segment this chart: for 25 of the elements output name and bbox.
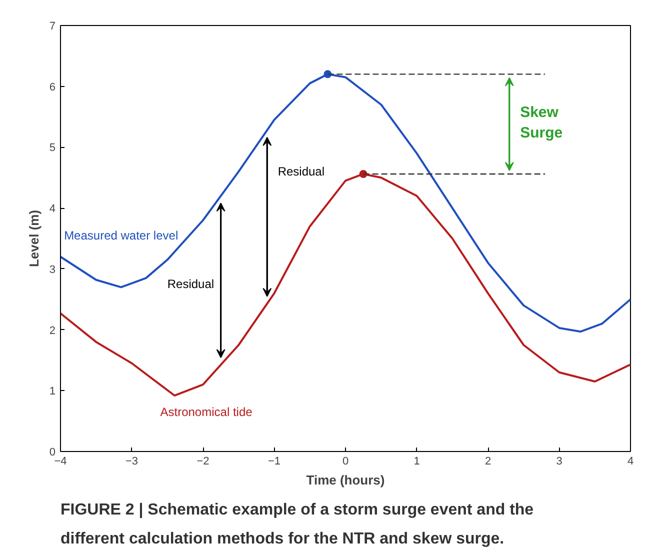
y-axis-title: Level (m)	[26, 210, 42, 268]
annotation: Residual	[167, 277, 214, 292]
y-tick-label: 7	[49, 20, 56, 32]
annotation: Skew Surge	[520, 104, 563, 142]
x-tick-label: −2	[196, 456, 210, 468]
y-tick-label: 6	[49, 81, 56, 94]
annotation: Astronomical tide	[160, 404, 253, 419]
x-tick-label: 4	[627, 456, 634, 468]
y-tick-label: 3	[49, 264, 56, 276]
x-tick-label: 0	[342, 456, 349, 468]
annotation: Residual	[278, 164, 325, 179]
x-tick-label: −1	[268, 456, 281, 468]
text: FIGURE 2 | Schematic example of a storm surge event and the different calculation methods for the NTR and skew surge.	[60, 502, 534, 548]
x-tick-label: 2	[484, 456, 492, 468]
y-tick-label: 2	[49, 324, 56, 337]
y-tick-label: 0	[49, 446, 56, 458]
x-tick-label: −3	[125, 456, 138, 468]
y-tick-label: 5	[49, 142, 56, 154]
x-tick-label: −4	[54, 456, 67, 468]
y-tick-label: 1	[49, 386, 56, 398]
x-axis-title: Time (hours)	[306, 472, 385, 488]
y-tick-label: 4	[49, 203, 56, 216]
x-tick-label: 1	[414, 456, 420, 468]
x-tick-label: 3	[556, 456, 562, 468]
annotation: Measured water level	[64, 228, 178, 242]
